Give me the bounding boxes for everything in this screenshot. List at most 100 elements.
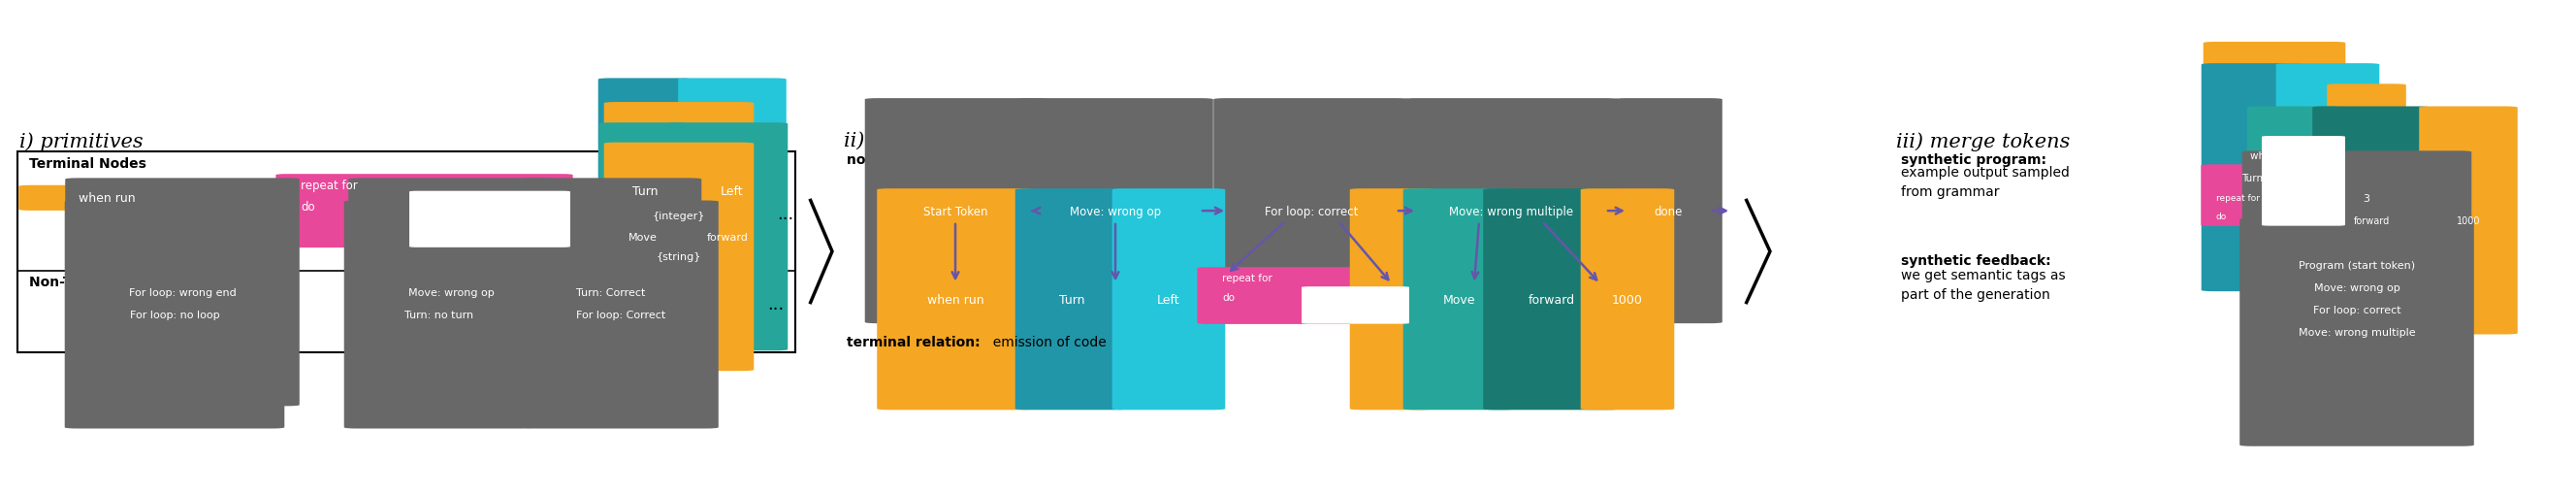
Text: Move: wrong op: Move: wrong op: [1069, 205, 1162, 217]
Text: 1000: 1000: [2458, 216, 2481, 226]
Text: emission of code: emission of code: [984, 335, 1105, 349]
Text: For loop: no loop: For loop: no loop: [129, 310, 219, 320]
Text: we get semantic tags as
part of the generation: we get semantic tags as part of the gene…: [1901, 269, 2066, 301]
FancyBboxPatch shape: [1582, 189, 1674, 410]
Text: Move: Move: [629, 232, 657, 242]
FancyBboxPatch shape: [345, 201, 536, 429]
FancyBboxPatch shape: [523, 201, 719, 429]
Text: ii) token emission: ii) token emission: [845, 131, 1025, 150]
Text: For loop: wrong end: For loop: wrong end: [129, 288, 237, 297]
Text: terminal relation:: terminal relation:: [848, 335, 981, 349]
Text: For loop: correct: For loop: correct: [1265, 205, 1358, 217]
FancyBboxPatch shape: [1213, 99, 1409, 324]
FancyBboxPatch shape: [667, 123, 788, 351]
Text: ...: ...: [778, 205, 793, 222]
Text: synthetic program:: synthetic program:: [1901, 153, 2045, 166]
FancyBboxPatch shape: [348, 179, 554, 406]
Text: 3: 3: [1388, 293, 1396, 306]
FancyBboxPatch shape: [600, 123, 688, 351]
Text: Left: Left: [1157, 293, 1180, 306]
FancyBboxPatch shape: [276, 174, 572, 248]
FancyBboxPatch shape: [1484, 189, 1620, 410]
FancyBboxPatch shape: [2239, 219, 2473, 446]
Text: when run: when run: [77, 192, 134, 205]
Text: iii) merge tokens: iii) merge tokens: [1896, 131, 2071, 151]
FancyBboxPatch shape: [1113, 189, 1226, 410]
FancyBboxPatch shape: [603, 143, 755, 371]
Text: synthetic feedback:: synthetic feedback:: [1901, 254, 2050, 268]
FancyBboxPatch shape: [2262, 137, 2344, 226]
FancyBboxPatch shape: [1404, 189, 1517, 410]
Text: Program (start token): Program (start token): [2298, 260, 2416, 270]
FancyBboxPatch shape: [2202, 64, 2303, 291]
Text: 3: 3: [2362, 194, 2370, 203]
Text: Terminal Nodes: Terminal Nodes: [28, 158, 147, 171]
Text: Left: Left: [721, 185, 744, 198]
Text: For loop: Correct: For loop: Correct: [577, 310, 665, 320]
Text: Start Token: Start Token: [922, 205, 987, 217]
Text: forward: forward: [1528, 293, 1574, 306]
FancyBboxPatch shape: [2419, 107, 2517, 334]
Text: do: do: [301, 200, 314, 213]
Text: do: do: [1221, 292, 1234, 302]
FancyBboxPatch shape: [2200, 165, 2347, 227]
FancyBboxPatch shape: [2277, 64, 2380, 291]
FancyBboxPatch shape: [866, 99, 1046, 324]
FancyBboxPatch shape: [1350, 189, 1435, 410]
Text: mimic student thinking: mimic student thinking: [1054, 153, 1213, 166]
FancyBboxPatch shape: [1615, 99, 1723, 324]
Text: Move: Move: [2282, 216, 2306, 226]
Text: do: do: [2215, 212, 2228, 220]
FancyBboxPatch shape: [18, 186, 196, 211]
Text: i) primitives: i) primitives: [21, 131, 144, 151]
FancyBboxPatch shape: [2246, 107, 2342, 334]
Text: forward: forward: [2354, 216, 2391, 226]
Text: Turn: Turn: [2241, 173, 2262, 183]
FancyBboxPatch shape: [1015, 189, 1128, 410]
FancyBboxPatch shape: [677, 79, 786, 305]
FancyBboxPatch shape: [2313, 107, 2429, 334]
Text: Move: Move: [1443, 293, 1476, 306]
FancyBboxPatch shape: [2251, 174, 2463, 402]
FancyBboxPatch shape: [2326, 84, 2406, 312]
Text: 1000: 1000: [1613, 293, 1643, 306]
FancyBboxPatch shape: [1404, 99, 1618, 324]
FancyBboxPatch shape: [2241, 151, 2470, 379]
Text: {string}: {string}: [657, 252, 701, 262]
Text: Turn: Correct: Turn: Correct: [577, 288, 647, 297]
Text: Turn: Turn: [1059, 293, 1084, 306]
Text: forward: forward: [706, 232, 747, 242]
Text: repeat for: repeat for: [1221, 273, 1273, 283]
FancyBboxPatch shape: [520, 179, 701, 406]
Text: when run: when run: [2251, 152, 2298, 161]
FancyBboxPatch shape: [2202, 42, 2344, 270]
FancyBboxPatch shape: [410, 192, 569, 248]
FancyBboxPatch shape: [64, 179, 299, 406]
FancyBboxPatch shape: [598, 79, 693, 305]
FancyBboxPatch shape: [1198, 268, 1412, 325]
Text: Move: wrong multiple: Move: wrong multiple: [1448, 205, 1574, 217]
Text: For loop: correct: For loop: correct: [2313, 305, 2401, 315]
Text: when run: when run: [927, 293, 984, 306]
Text: ...: ...: [768, 295, 783, 313]
Text: repeat for: repeat for: [2215, 194, 2259, 203]
Text: {integer}: {integer}: [652, 211, 706, 221]
FancyBboxPatch shape: [876, 189, 1033, 410]
Bar: [18, 152, 796, 353]
Text: Turn: no turn: Turn: no turn: [404, 310, 474, 320]
Text: Non-Terminal Nodes: Non-Terminal Nodes: [28, 275, 180, 288]
Text: done: done: [1654, 205, 1682, 217]
Text: repeat for: repeat for: [301, 179, 358, 191]
FancyBboxPatch shape: [2254, 196, 2460, 424]
Text: non-terminal relation:: non-terminal relation:: [848, 153, 1015, 166]
Text: Left: Left: [2318, 173, 2336, 183]
FancyBboxPatch shape: [603, 103, 755, 329]
Text: Move: wrong multiple: Move: wrong multiple: [2298, 328, 2416, 337]
Text: example output sampled
from grammar: example output sampled from grammar: [1901, 166, 2069, 199]
Text: Turn: Turn: [631, 185, 657, 198]
FancyBboxPatch shape: [64, 201, 283, 429]
FancyBboxPatch shape: [1301, 287, 1409, 324]
Text: Move: wrong op: Move: wrong op: [407, 288, 495, 297]
FancyBboxPatch shape: [1018, 99, 1213, 324]
Text: Move: wrong op: Move: wrong op: [2313, 283, 2401, 292]
